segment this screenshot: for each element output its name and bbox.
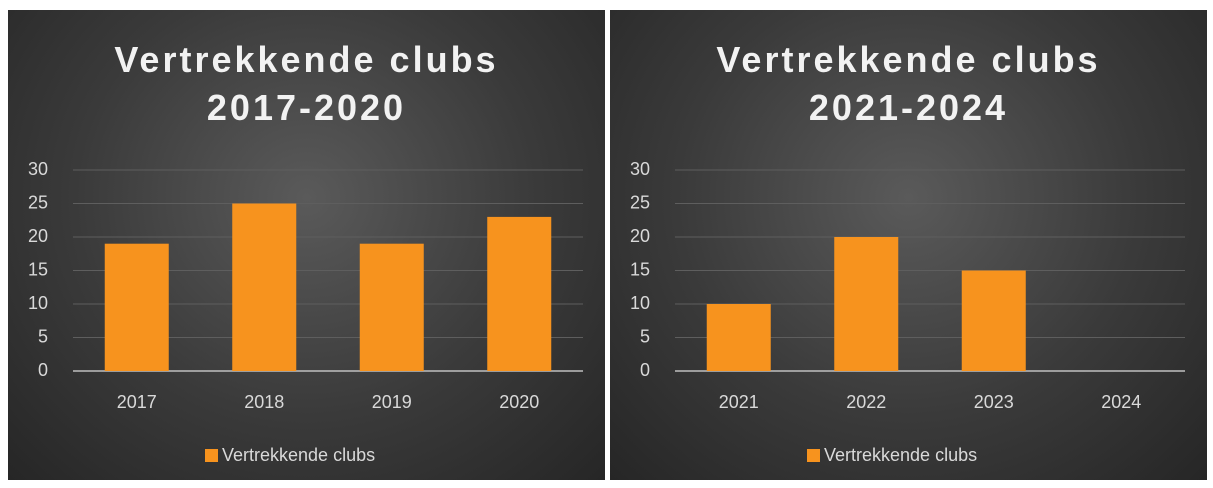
x-tick-label: 2024 [1101, 392, 1141, 412]
x-tick-label: 2022 [846, 392, 886, 412]
legend-label: Vertrekkende clubs [824, 445, 977, 465]
y-tick-label: 15 [630, 259, 650, 279]
bar [834, 237, 899, 371]
y-tick-label: 30 [630, 159, 650, 179]
y-tick-label: 10 [630, 293, 650, 313]
y-tick-label: 10 [28, 293, 48, 313]
y-tick-label: 25 [630, 192, 650, 212]
x-tick-label: 2017 [117, 392, 157, 412]
bar [359, 243, 424, 371]
y-tick-label: 15 [28, 259, 48, 279]
y-tick-label: 5 [38, 326, 48, 346]
chart: 0 5 10 15 20 25 30 2017 2018 2019 2020 Vertrekkende… [28, 159, 583, 465]
y-tick-label: 0 [640, 360, 650, 380]
x-tick-label: 2018 [244, 392, 284, 412]
y-tick-label: 0 [38, 360, 48, 380]
x-tick-label: 2023 [974, 392, 1014, 412]
chart-panel: Vertrekkende clubs 2021-2024 0 5 10 15 20 25 30… [610, 10, 1207, 480]
y-tick-label: 25 [28, 192, 48, 212]
y-tick-label: 20 [630, 226, 650, 246]
x-tick-label: 2021 [719, 392, 759, 412]
x-tick-label: 2019 [372, 392, 412, 412]
bar [232, 203, 297, 371]
y-tick-label: 5 [640, 326, 650, 346]
chart-title: Vertrekkende clubs 2017-2020 [114, 39, 499, 128]
x-tick-label: 2020 [499, 392, 539, 412]
chart: 0 5 10 15 20 25 30 2021 2022 2023 2024 Vertrekkende… [630, 159, 1185, 465]
y-tick-label: 20 [28, 226, 48, 246]
legend-label: Vertrekkende clubs [222, 445, 375, 465]
bar [487, 216, 552, 371]
bar [706, 304, 771, 371]
legend-swatch [807, 449, 820, 462]
y-tick-label: 30 [28, 159, 48, 179]
bar [961, 270, 1026, 371]
chart-panel: Vertrekkende clubs 2017-2020 0 5 10 15 20 25 30… [8, 10, 605, 480]
bar [104, 243, 169, 371]
legend-swatch [205, 449, 218, 462]
chart-title: Vertrekkende clubs 2021-2024 [716, 39, 1101, 128]
